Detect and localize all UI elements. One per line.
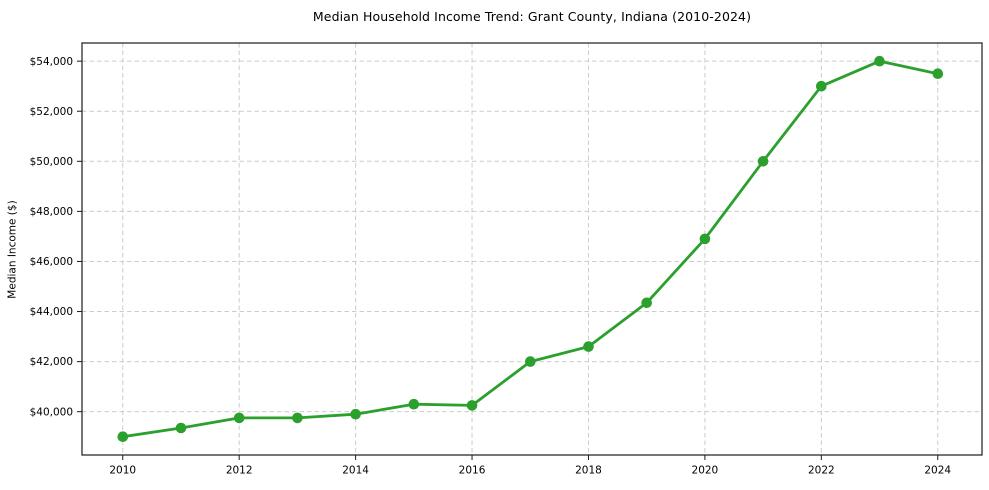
x-tick-label: 2016 bbox=[459, 465, 486, 477]
data-point-2022 bbox=[816, 80, 827, 92]
data-point-2014 bbox=[350, 408, 361, 420]
x-tick-label: 2020 bbox=[692, 465, 719, 477]
x-tick-label: 2022 bbox=[808, 465, 835, 477]
data-point-2024 bbox=[932, 68, 944, 79]
data-point-2023 bbox=[874, 55, 885, 67]
y-tick-label: $40,000 bbox=[30, 406, 73, 418]
data-point-2016 bbox=[466, 400, 478, 411]
data-point-2021 bbox=[757, 156, 769, 167]
data-point-2012 bbox=[233, 412, 245, 424]
y-tick-label: $52,000 bbox=[30, 106, 73, 118]
x-tick-label: 2018 bbox=[575, 465, 602, 477]
x-tick-label: 2014 bbox=[342, 465, 369, 477]
y-tick-label: $48,000 bbox=[30, 206, 73, 218]
y-tick-label: $50,000 bbox=[30, 156, 73, 168]
y-tick-label: $44,000 bbox=[30, 306, 73, 318]
data-point-2019 bbox=[641, 297, 652, 309]
x-tick-label: 2012 bbox=[226, 465, 253, 477]
data-point-2013 bbox=[292, 412, 303, 424]
chart-title: Median Household Income Trend: Grant Cou… bbox=[312, 9, 752, 24]
data-point-2020 bbox=[699, 233, 711, 245]
trend-line bbox=[121, 59, 940, 439]
x-tick-label: 2010 bbox=[109, 465, 136, 477]
data-point-2011 bbox=[175, 422, 187, 434]
data-point-2017 bbox=[525, 356, 536, 367]
data-point-2010 bbox=[117, 431, 129, 443]
x-tick-label: 2024 bbox=[924, 465, 951, 477]
y-tick-label: $54,000 bbox=[30, 56, 73, 68]
data-point-2015 bbox=[408, 398, 420, 410]
data-point-2018 bbox=[583, 341, 594, 352]
y-tick-label: $46,000 bbox=[30, 256, 73, 268]
plot-border bbox=[81, 42, 983, 456]
y-tick-label: $42,000 bbox=[30, 356, 73, 368]
